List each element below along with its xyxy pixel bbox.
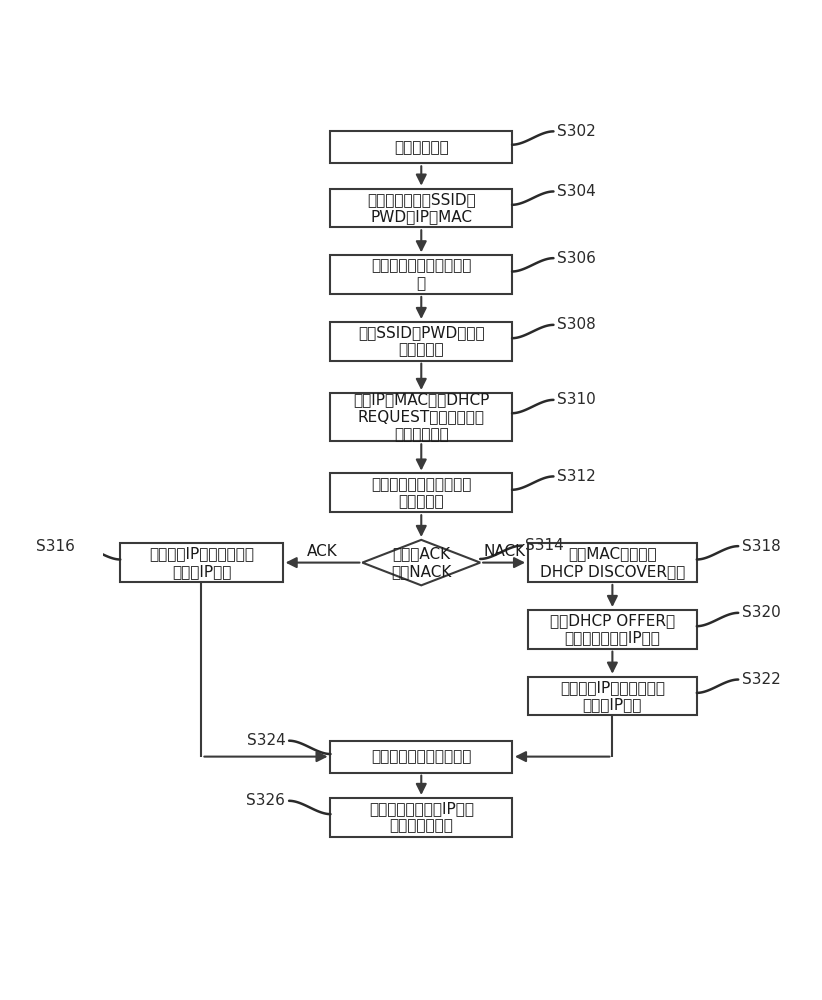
Text: 保存第二IP地址为与手机
通信的IP地址: 保存第二IP地址为与手机 通信的IP地址 [560, 680, 665, 712]
Text: 启动热点模式: 启动热点模式 [394, 140, 449, 155]
Text: S304: S304 [557, 184, 596, 199]
Text: S322: S322 [742, 672, 781, 687]
FancyBboxPatch shape [528, 677, 697, 715]
Text: ACK: ACK [307, 544, 338, 559]
FancyBboxPatch shape [330, 473, 512, 512]
Text: 根据SSID和PWD连接到
无线路由器: 根据SSID和PWD连接到 无线路由器 [358, 325, 485, 357]
Text: S306: S306 [557, 251, 596, 266]
FancyBboxPatch shape [330, 189, 512, 227]
Text: 接收是ACK
还是NACK: 接收是ACK 还是NACK [391, 546, 451, 579]
FancyBboxPatch shape [330, 131, 512, 163]
FancyBboxPatch shape [528, 543, 697, 582]
Text: S320: S320 [742, 605, 781, 620]
Text: S302: S302 [557, 124, 596, 139]
Text: 接收DHCP OFFER报
文，解析出第二IP地址: 接收DHCP OFFER报 文，解析出第二IP地址 [550, 613, 675, 645]
Polygon shape [363, 540, 480, 585]
Text: 根据MAC地址构造
DHCP DISCOVER报文: 根据MAC地址构造 DHCP DISCOVER报文 [540, 546, 685, 579]
Text: 根据与手机通信的IP地址
与手机建立通信: 根据与手机通信的IP地址 与手机建立通信 [369, 801, 473, 833]
FancyBboxPatch shape [528, 610, 697, 649]
Text: 根据IP和MAC构造DHCP
REQUEST报文，并发送
给无线路由器: 根据IP和MAC构造DHCP REQUEST报文，并发送 给无线路由器 [353, 392, 489, 442]
FancyBboxPatch shape [120, 543, 283, 582]
Text: S326: S326 [247, 793, 285, 808]
FancyBboxPatch shape [330, 798, 512, 837]
Text: 保存第一IP地址为与手机
通信的IP地址: 保存第一IP地址为与手机 通信的IP地址 [149, 546, 254, 579]
Text: S318: S318 [742, 539, 781, 554]
Text: 接收手机发送的SSID、
PWD、IP和MAC: 接收手机发送的SSID、 PWD、IP和MAC [367, 192, 476, 224]
Text: 关闭无线网卡的混杂模式: 关闭无线网卡的混杂模式 [371, 749, 472, 764]
FancyBboxPatch shape [330, 741, 512, 773]
Text: S308: S308 [557, 317, 596, 332]
Text: S324: S324 [247, 733, 285, 748]
Text: 智能设备无线网卡进入混
杂监听模式: 智能设备无线网卡进入混 杂监听模式 [371, 477, 472, 509]
FancyBboxPatch shape [330, 393, 512, 441]
Text: NACK: NACK [483, 544, 525, 559]
FancyBboxPatch shape [330, 322, 512, 361]
Text: S314: S314 [525, 538, 564, 553]
Text: S310: S310 [557, 392, 596, 407]
Text: 将热点模式切换为终端模
式: 将热点模式切换为终端模 式 [371, 258, 472, 291]
Text: S312: S312 [557, 469, 596, 484]
Text: S316: S316 [36, 539, 75, 554]
FancyBboxPatch shape [330, 255, 512, 294]
